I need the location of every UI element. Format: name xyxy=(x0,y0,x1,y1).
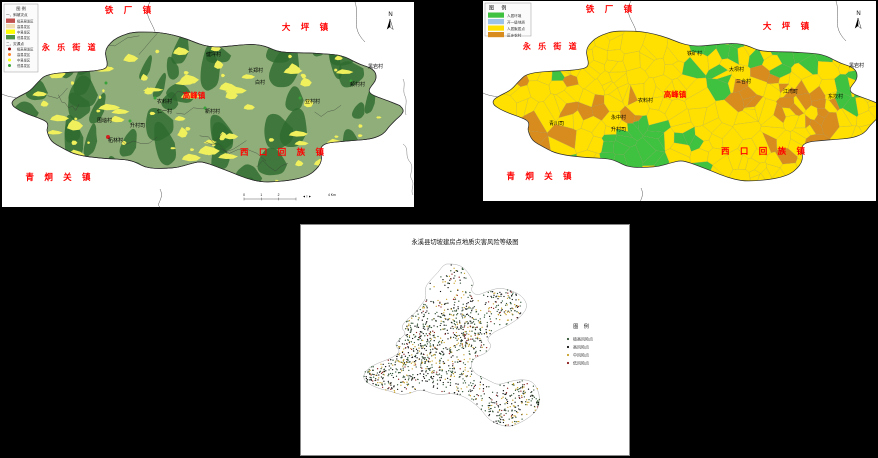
svg-text:江湾町: 江湾町 xyxy=(783,88,798,95)
svg-text:铁矿村: 铁矿村 xyxy=(687,50,702,57)
svg-text:人居环境: 人居环境 xyxy=(507,13,522,18)
svg-text:亚村村: 亚村村 xyxy=(305,98,320,105)
svg-text:三合村: 三合村 xyxy=(736,78,751,85)
svg-text:白村: 白村 xyxy=(255,79,265,86)
svg-text:开一级地质: 开一级地质 xyxy=(507,20,525,25)
svg-text:黑岩村: 黑岩村 xyxy=(368,63,383,70)
svg-text:◄ I ►: ◄ I ► xyxy=(302,195,311,199)
svg-text:高峰镇: 高峰镇 xyxy=(183,90,206,100)
svg-text:东坎村: 东坎村 xyxy=(828,93,843,100)
svg-text:铁 厂 镇: 铁 厂 镇 xyxy=(586,4,636,14)
svg-text:永溪县切坡建房点地质灾害风险等级图: 永溪县切坡建房点地质灾害风险等级图 xyxy=(411,237,518,246)
svg-text:大 坪 镇: 大 坪 镇 xyxy=(763,21,813,31)
svg-text:升村司: 升村司 xyxy=(130,122,145,129)
svg-text:低易发区: 低易发区 xyxy=(17,35,31,40)
svg-text:高峰镇: 高峰镇 xyxy=(664,89,687,99)
svg-text:永中村: 永中村 xyxy=(611,114,626,121)
svg-text:西 口 回 族 镇: 西 口 回 族 镇 xyxy=(240,147,328,157)
svg-text:黑岩村: 黑岩村 xyxy=(849,62,864,69)
svg-text:图 例: 图 例 xyxy=(16,5,26,12)
svg-text:仁一村: 仁一村 xyxy=(157,108,172,115)
svg-text:低易发区: 低易发区 xyxy=(17,63,31,68)
svg-text:人居聚居点: 人居聚居点 xyxy=(507,26,525,31)
svg-text:二、灾源点: 二、灾源点 xyxy=(6,41,24,46)
svg-text:农料村: 农料村 xyxy=(638,97,653,104)
svg-text:区乡农村: 区乡农村 xyxy=(507,33,522,38)
svg-text:N: N xyxy=(388,12,392,18)
svg-text:永 乐 街 道: 永 乐 街 道 xyxy=(41,42,98,52)
svg-text:极高易发区: 极高易发区 xyxy=(17,47,34,52)
svg-text:青川司: 青川司 xyxy=(549,120,564,127)
svg-text:永 乐 街 道: 永 乐 街 道 xyxy=(522,41,579,51)
svg-text:低风险点: 低风险点 xyxy=(573,360,589,366)
svg-text:农料村: 农料村 xyxy=(157,98,172,105)
svg-text:中易发区: 中易发区 xyxy=(17,30,31,35)
svg-text:图 例: 图 例 xyxy=(573,322,591,330)
svg-text:0: 0 xyxy=(243,193,245,197)
svg-text:升村司: 升村司 xyxy=(611,126,626,133)
svg-text:健坪村: 健坪村 xyxy=(206,51,221,58)
svg-text:新村村: 新村村 xyxy=(205,108,220,115)
svg-text:图 例: 图 例 xyxy=(489,5,509,12)
svg-text:N: N xyxy=(856,11,860,17)
svg-text:柘林村: 柘林村 xyxy=(108,137,123,144)
svg-text:极高风险点: 极高风险点 xyxy=(573,336,593,342)
svg-text:1: 1 xyxy=(260,193,262,197)
svg-text:西 口 回 族 镇: 西 口 回 族 镇 xyxy=(721,146,809,156)
svg-text:青 炯 关 镇: 青 炯 关 镇 xyxy=(25,172,94,182)
svg-text:一、斜坡灾点: 一、斜坡灾点 xyxy=(6,12,28,17)
svg-text:青 炯 关 镇: 青 炯 关 镇 xyxy=(506,171,575,181)
svg-text:长郑村: 长郑村 xyxy=(248,67,263,74)
svg-text:2: 2 xyxy=(278,193,280,197)
svg-text:高易发区: 高易发区 xyxy=(17,24,31,29)
svg-text:中易发区: 中易发区 xyxy=(17,58,31,63)
svg-text:高易发区: 高易发区 xyxy=(17,52,31,57)
svg-text:中风险点: 中风险点 xyxy=(573,352,589,358)
svg-text:大 坪 镇: 大 坪 镇 xyxy=(282,22,332,32)
svg-text:铁 厂 镇: 铁 厂 镇 xyxy=(105,5,155,15)
svg-text:大坝村: 大坝村 xyxy=(729,66,744,73)
svg-text:围垴村: 围垴村 xyxy=(97,117,112,124)
svg-text:颊村村: 颊村村 xyxy=(350,81,365,88)
svg-text:极高易发区: 极高易发区 xyxy=(17,19,34,24)
svg-text:高风险点: 高风险点 xyxy=(573,344,589,350)
svg-text:4 Km: 4 Km xyxy=(328,193,336,197)
